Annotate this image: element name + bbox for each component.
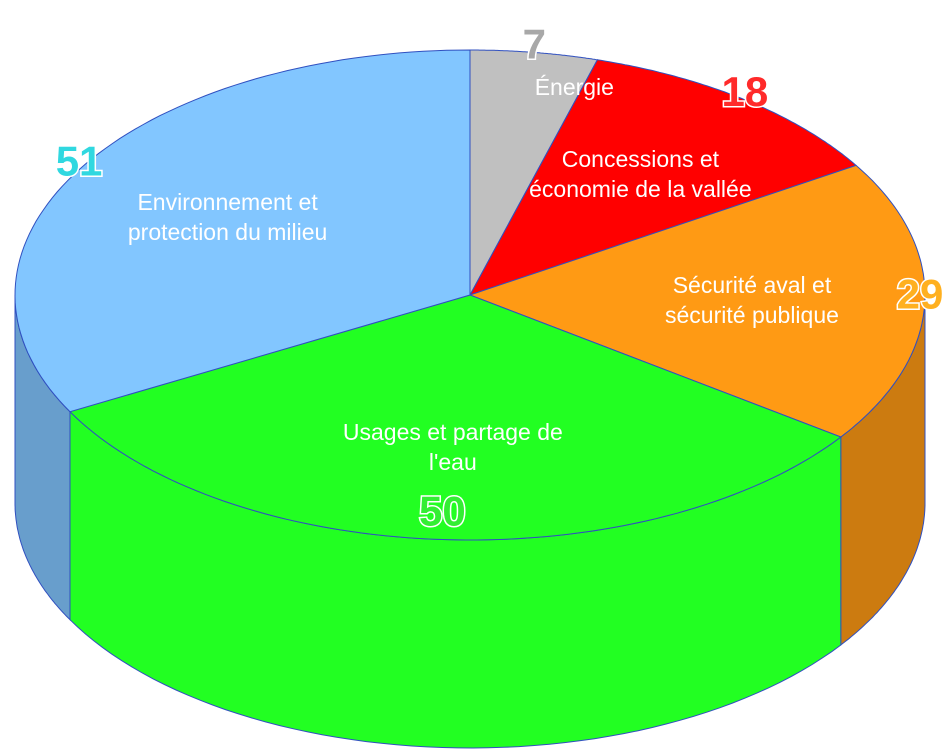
slice-label: Sécurité aval et sécurité publique — [665, 271, 839, 328]
value-label: 50 — [419, 488, 466, 535]
value-label: 18 — [721, 68, 768, 115]
slice-label: Usages et partage de l'eau — [342, 418, 563, 475]
slice-label: Concessions et économie de la vallée — [529, 145, 752, 202]
value-label: 51 — [56, 138, 103, 185]
slice — [14, 49, 471, 413]
slice — [469, 49, 599, 296]
slice — [468, 59, 858, 296]
slice — [69, 294, 842, 541]
value-label: 29 — [897, 271, 944, 318]
slice-label: Environnement et protection du milieu — [127, 189, 328, 246]
slice — [468, 164, 926, 438]
slice-label: Énergie — [534, 74, 614, 101]
value-label: 7 — [523, 21, 546, 68]
